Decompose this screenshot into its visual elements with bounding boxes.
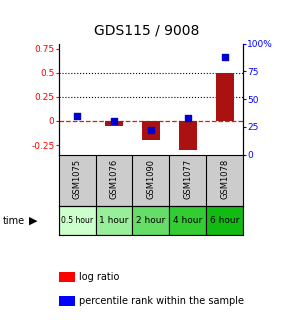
Text: 4 hour: 4 hour	[173, 216, 202, 225]
Bar	[206, 206, 243, 235]
Text: 6 hour: 6 hour	[210, 216, 239, 225]
Point	[112, 119, 116, 124]
Text: GSM1078: GSM1078	[220, 159, 229, 199]
Bar	[142, 121, 160, 140]
Text: ▶: ▶	[29, 216, 38, 226]
Text: GSM1090: GSM1090	[146, 159, 155, 199]
Bar	[179, 121, 197, 150]
Text: log ratio: log ratio	[79, 272, 120, 282]
Bar	[132, 206, 169, 235]
Point	[185, 116, 190, 121]
Text: 0.5 hour: 0.5 hour	[61, 216, 93, 225]
Bar	[59, 206, 96, 235]
Point	[149, 128, 153, 133]
Point	[222, 54, 227, 60]
Point	[75, 113, 79, 119]
Bar	[105, 121, 123, 126]
Bar	[215, 73, 234, 121]
Text: percentile rank within the sample: percentile rank within the sample	[79, 296, 244, 306]
Text: time: time	[3, 216, 25, 226]
Text: GSM1075: GSM1075	[73, 159, 81, 199]
Text: 1 hour: 1 hour	[99, 216, 129, 225]
Text: GSM1076: GSM1076	[110, 159, 118, 199]
Bar	[96, 206, 132, 235]
Text: 2 hour: 2 hour	[136, 216, 166, 225]
Text: GSM1077: GSM1077	[183, 159, 192, 199]
Bar	[169, 206, 206, 235]
Text: GDS115 / 9008: GDS115 / 9008	[94, 24, 199, 38]
